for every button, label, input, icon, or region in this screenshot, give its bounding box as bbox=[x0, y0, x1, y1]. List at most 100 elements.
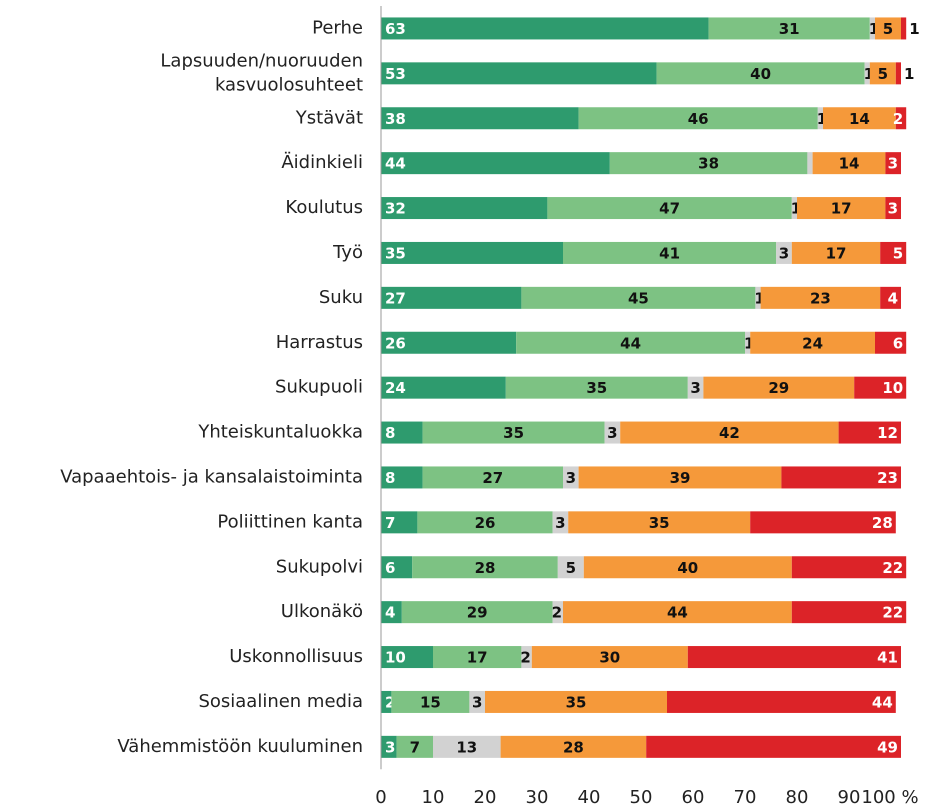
bar-segment bbox=[433, 646, 522, 669]
x-tick-label: 10 bbox=[422, 787, 445, 808]
value-label: 24 bbox=[802, 334, 823, 352]
bar-segment bbox=[485, 690, 667, 713]
category-label: Yhteiskuntaluokka bbox=[197, 422, 363, 443]
category-label: Suku bbox=[319, 287, 363, 308]
x-tick-label: 70 bbox=[734, 787, 757, 808]
x-tick-label: 90 bbox=[838, 787, 861, 808]
category-label: Työ bbox=[332, 242, 363, 263]
value-label: 39 bbox=[670, 469, 691, 487]
value-label: 10 bbox=[385, 649, 406, 667]
value-label: 2 bbox=[893, 110, 903, 128]
bar-segment bbox=[396, 735, 433, 758]
value-label: 27 bbox=[482, 469, 503, 487]
bar-segment bbox=[552, 511, 569, 534]
value-label: 45 bbox=[628, 289, 649, 307]
category-label: Sukupuoli bbox=[275, 377, 363, 398]
bar-segment bbox=[381, 511, 418, 534]
value-label: 15 bbox=[420, 693, 441, 711]
bar-segment bbox=[381, 331, 517, 354]
value-label: 1 bbox=[864, 65, 874, 83]
bar-segment bbox=[381, 62, 657, 85]
value-label: 2 bbox=[552, 604, 562, 622]
value-label: 4 bbox=[385, 604, 395, 622]
bar-segment bbox=[381, 197, 548, 220]
bar-segment bbox=[864, 62, 870, 85]
bar-segment bbox=[381, 466, 423, 489]
bar-segment bbox=[563, 241, 777, 264]
value-label: 63 bbox=[385, 20, 406, 38]
value-label: 8 bbox=[385, 469, 395, 487]
bar-segment bbox=[620, 421, 839, 444]
category-label: Harrastus bbox=[276, 332, 363, 353]
value-label: 35 bbox=[385, 244, 406, 262]
x-tick-label: 100 % bbox=[861, 787, 918, 808]
bar-segment bbox=[521, 286, 756, 309]
value-label: 30 bbox=[599, 649, 620, 667]
value-label: 24 bbox=[385, 379, 406, 397]
value-label: 14 bbox=[839, 155, 860, 173]
value-label: 3 bbox=[555, 514, 565, 532]
bar-segment bbox=[381, 241, 563, 264]
bar-segment bbox=[791, 556, 907, 579]
value-label: 31 bbox=[779, 20, 800, 38]
value-label: 29 bbox=[467, 604, 488, 622]
value-label: 1 bbox=[744, 334, 754, 352]
bar-segment bbox=[578, 466, 782, 489]
value-label: 5 bbox=[883, 20, 893, 38]
bar-segment bbox=[781, 466, 901, 489]
bar-segment bbox=[875, 17, 901, 40]
value-label: 2 bbox=[520, 649, 530, 667]
x-tick-label: 30 bbox=[526, 787, 549, 808]
value-label: 3 bbox=[607, 424, 617, 442]
category-label: Vähemmistöön kuuluminen bbox=[117, 736, 363, 757]
category-label: Lapsuuden/nuoruuden kasvuolosuhteet bbox=[160, 50, 363, 95]
bar-segment bbox=[500, 735, 647, 758]
value-label: 1 bbox=[791, 200, 801, 218]
bar-segment bbox=[646, 735, 901, 758]
bar-segment bbox=[609, 152, 808, 175]
value-label: 46 bbox=[688, 110, 709, 128]
bar-segment bbox=[568, 511, 751, 534]
value-label: 35 bbox=[503, 424, 524, 442]
x-tick-label: 20 bbox=[474, 787, 497, 808]
value-label: 35 bbox=[649, 514, 670, 532]
value-label: 49 bbox=[877, 738, 898, 756]
bar-segment bbox=[505, 376, 688, 399]
bar-segment bbox=[869, 17, 875, 40]
category-label: Äidinkieli bbox=[281, 152, 363, 173]
value-label: 28 bbox=[563, 738, 584, 756]
value-label: 7 bbox=[385, 514, 395, 532]
bar-segment bbox=[750, 511, 896, 534]
bar-segment bbox=[812, 152, 886, 175]
bar-segment bbox=[667, 690, 896, 713]
value-label: 22 bbox=[882, 559, 903, 577]
bar-segment bbox=[391, 690, 470, 713]
value-label: 26 bbox=[385, 334, 406, 352]
value-label: 3 bbox=[385, 738, 395, 756]
bar-segment bbox=[823, 107, 896, 130]
bar-segment bbox=[578, 107, 818, 130]
category-label: Ystävät bbox=[295, 107, 363, 128]
value-label: 38 bbox=[698, 155, 719, 173]
bar-segment bbox=[895, 107, 907, 130]
bar-segment bbox=[901, 17, 907, 40]
x-tick-label: 50 bbox=[630, 787, 653, 808]
bar-segment bbox=[797, 197, 886, 220]
x-tick-label: 60 bbox=[682, 787, 705, 808]
bar-segment bbox=[880, 286, 901, 309]
bar-segment bbox=[656, 62, 865, 85]
category-label: Vapaaehtois- ja kansalaistoiminta bbox=[60, 466, 363, 487]
value-label: 41 bbox=[659, 244, 680, 262]
value-label: 3 bbox=[779, 244, 789, 262]
bar-segment bbox=[422, 466, 563, 489]
x-tick-label: 0 bbox=[375, 787, 386, 808]
bar-segment bbox=[869, 62, 896, 85]
value-label: 1 bbox=[754, 289, 764, 307]
value-label: 35 bbox=[566, 693, 587, 711]
bar-segment bbox=[381, 646, 433, 669]
value-label: 27 bbox=[385, 289, 406, 307]
value-label: 3 bbox=[888, 200, 898, 218]
bar-segment bbox=[381, 286, 522, 309]
value-label: 1 bbox=[869, 20, 879, 38]
x-tick-label: 40 bbox=[578, 787, 601, 808]
